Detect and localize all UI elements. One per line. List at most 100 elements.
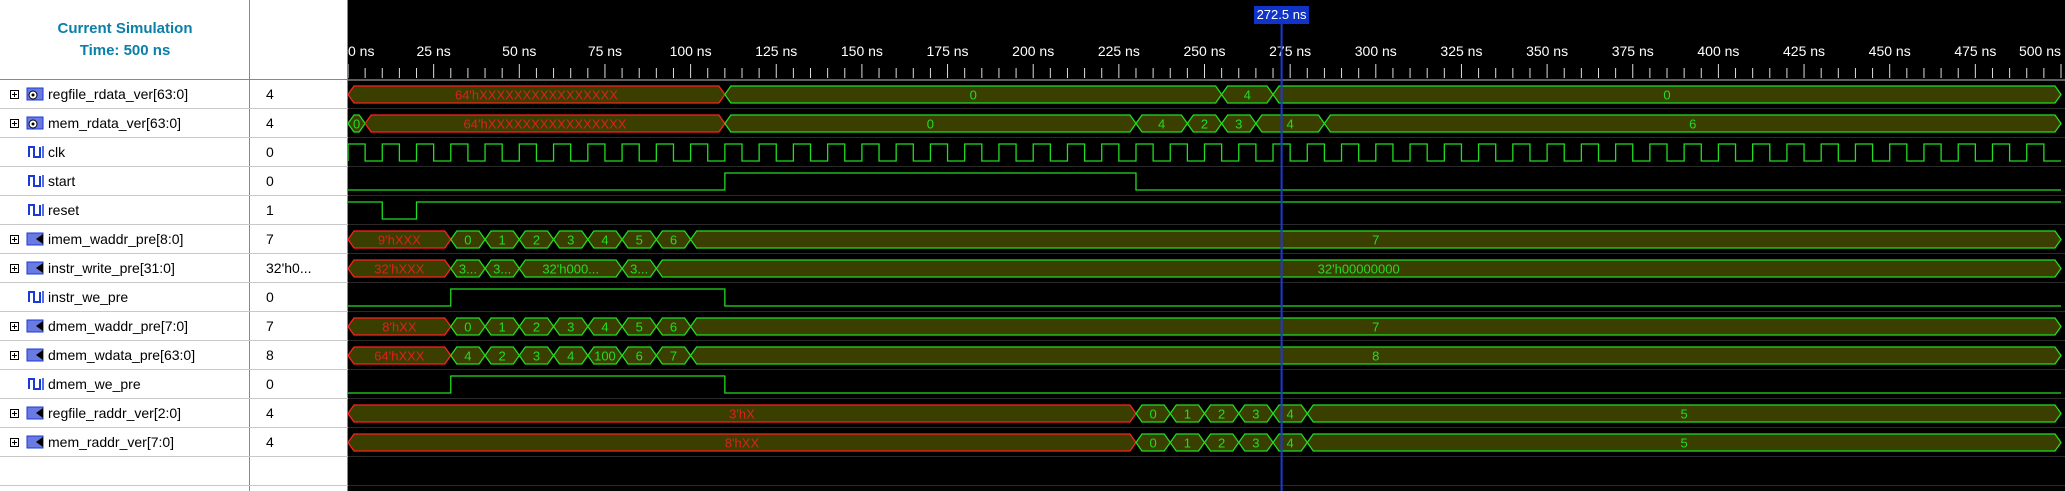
signal-row[interactable]: start: [0, 167, 250, 196]
bus-value-label: 0: [464, 233, 471, 248]
ruler-tick-label: 150 ns: [841, 43, 883, 59]
signal-name: mem_rdata_ver[63:0]: [48, 115, 182, 131]
bus-value-label: 0: [1149, 436, 1156, 451]
signal-row[interactable]: regfile_rdata_ver[63:0]: [0, 80, 250, 109]
clock-wave: [348, 143, 2061, 162]
bus-value-label: 32'hXXX: [374, 262, 425, 277]
bus-value-label: 0: [1149, 407, 1156, 422]
expand-icon[interactable]: [10, 408, 19, 418]
signal-value: 0: [250, 167, 348, 196]
bus-value-label: 0: [1663, 88, 1670, 103]
signal-row[interactable]: clk: [0, 138, 250, 167]
bus-segment: [1323, 114, 2062, 133]
empty-row: [0, 457, 250, 486]
ruler-tick-label: 25 ns: [417, 43, 451, 59]
bus-value-label: 3'hX: [729, 407, 755, 422]
bus-value-label: 4: [1158, 117, 1165, 132]
waveform-track: 9'hXXX 0 1 2 3 4 5 6 7: [348, 230, 2062, 249]
bus-value-label: 3...: [459, 262, 477, 277]
signal-row[interactable]: mem_raddr_ver[7:0]: [0, 428, 250, 457]
bus-value-label: 32'h000...: [542, 262, 599, 277]
bus-value-label: 8: [1372, 349, 1379, 364]
expand-icon[interactable]: [10, 234, 19, 244]
bus-value-label: 2: [1218, 436, 1225, 451]
waveform-track: 3'hX 0 1 2 3 4 5: [348, 404, 2062, 423]
signal-name: dmem_we_pre: [48, 376, 141, 392]
waveform-track: [348, 375, 2061, 394]
waveform-track: [348, 143, 2061, 162]
bus-value-label: 4: [1287, 436, 1294, 451]
bus-value-label: 64'hXXX: [374, 349, 425, 364]
bus-value-label: 0: [970, 88, 977, 103]
bus-value-label: 9'hXXX: [378, 233, 421, 248]
bus-value-label: 6: [1689, 117, 1696, 132]
bus-value-label: 2: [533, 233, 540, 248]
signal-values-pane: 4 4 0 0 1 7 32'h0... 0 7 8 0 4 4: [250, 0, 348, 491]
input-bus-icon: [26, 348, 44, 362]
waveform-canvas[interactable]: 0 ns 25 ns 50 ns 75 ns 100 ns 125 ns 150 ns 175…: [348, 0, 2065, 491]
ruler-tick-label: 450 ns: [1869, 43, 1911, 59]
wire-icon: [28, 291, 44, 303]
signal-row[interactable]: mem_rdata_ver[63:0]: [0, 109, 250, 138]
signal-value: 0: [250, 283, 348, 312]
signal-value: 0: [250, 370, 348, 399]
signal-row[interactable]: instr_we_pre: [0, 283, 250, 312]
bus-value-label: 6: [670, 320, 677, 335]
signal-value: 7: [250, 312, 348, 341]
signal-row[interactable]: dmem_wdata_pre[63:0]: [0, 341, 250, 370]
bus-segment: [1306, 433, 2062, 452]
waveform-pane[interactable]: 0 ns 25 ns 50 ns 75 ns 100 ns 125 ns 150 ns 175…: [348, 0, 2065, 491]
bus-value-label: 4: [464, 349, 471, 364]
ruler-tick-label: 275 ns: [1269, 43, 1311, 59]
bus-value-label: 100: [594, 349, 616, 364]
signal-name: dmem_waddr_pre[7:0]: [48, 318, 189, 334]
signal-row[interactable]: dmem_we_pre: [0, 370, 250, 399]
expand-icon[interactable]: [10, 118, 19, 128]
input-bus-icon: [26, 232, 44, 246]
bus-segment: [655, 259, 2062, 278]
waveform-track: 0 64'hXXXXXXXXXXXXXXXX 0 4 2 3 4 6: [348, 114, 2062, 133]
wire-icon: [28, 378, 44, 390]
wire-icon: [28, 204, 44, 216]
signal-row[interactable]: reset: [0, 196, 250, 225]
input-bus-icon: [26, 406, 44, 420]
bus-value-label: 32'h00000000: [1318, 262, 1400, 277]
simulation-time-header: Current Simulation Time: 500 ns: [0, 0, 250, 80]
bit-wave: [348, 288, 2061, 307]
bit-wave: [348, 172, 2061, 191]
bus-value-label: 3...: [493, 262, 511, 277]
bus-segment: [1306, 404, 2062, 423]
waveform-track: [348, 201, 2061, 220]
ruler-tick-label: 400 ns: [1697, 43, 1739, 59]
bus-value-label: 5: [1681, 407, 1688, 422]
expand-icon[interactable]: [10, 350, 19, 360]
waveform-track: 8'hXX 0 1 2 3 4 5: [348, 433, 2062, 452]
ruler-tick-label: 175 ns: [927, 43, 969, 59]
input-bus-icon: [26, 319, 44, 333]
bus-value-label: 3: [533, 349, 540, 364]
bus-value-label: 5: [1681, 436, 1688, 451]
expand-icon[interactable]: [10, 263, 19, 273]
signal-row[interactable]: instr_write_pre[31:0]: [0, 254, 250, 283]
signal-name: regfile_rdata_ver[63:0]: [48, 86, 189, 102]
signal-row[interactable]: imem_waddr_pre[8:0]: [0, 225, 250, 254]
expand-icon[interactable]: [10, 321, 19, 331]
cursor-time-label[interactable]: 272.5 ns: [1253, 6, 1310, 24]
waveform-track: [348, 172, 2061, 191]
bus-value-label: 1: [499, 233, 506, 248]
bit-wave: [348, 201, 2061, 220]
waveform-track: 8'hXX 0 1 2 3 4 5 6 7: [348, 317, 2062, 336]
waveform-track: 32'hXXX 3... 3... 32'h000... 3... 32'h0000000…: [348, 259, 2062, 278]
signal-value: 1: [250, 196, 348, 225]
signal-names-pane: Current Simulation Time: 500 ns regfile_…: [0, 0, 250, 491]
ruler-tick-label: 100 ns: [670, 43, 712, 59]
signal-value: 4: [250, 109, 348, 138]
input-bus-icon: [26, 261, 44, 275]
expand-icon[interactable]: [10, 89, 19, 99]
expand-icon[interactable]: [10, 437, 19, 447]
bus-value-label: 1: [499, 320, 506, 335]
bus-value-label: 2: [1218, 407, 1225, 422]
signal-row[interactable]: dmem_waddr_pre[7:0]: [0, 312, 250, 341]
signal-row[interactable]: regfile_raddr_ver[2:0]: [0, 399, 250, 428]
ruler-tick-label: 350 ns: [1526, 43, 1568, 59]
